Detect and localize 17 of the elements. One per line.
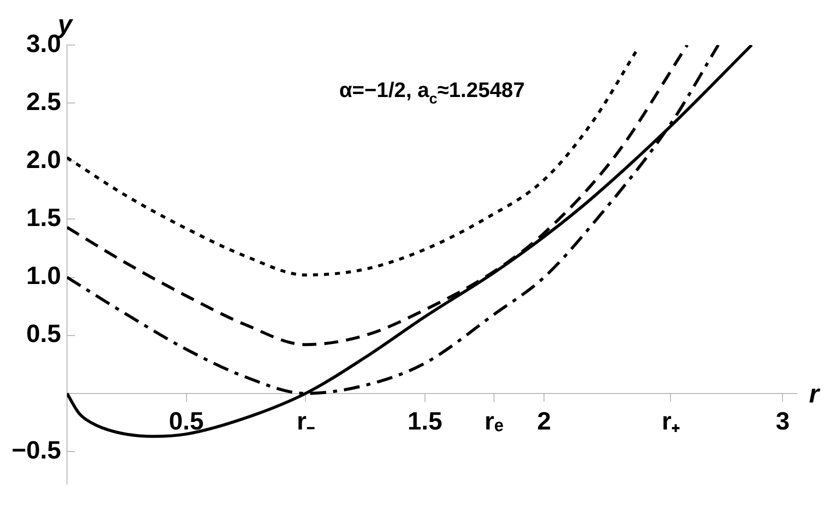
y-tick-label: 1.0 (26, 262, 61, 290)
line-series (67, 48, 639, 276)
y-tick-label: 2.5 (26, 88, 62, 116)
x-axis-title: r (809, 378, 821, 409)
x-tick-label: 3 (776, 407, 790, 436)
y-tick-label: 1.5 (26, 204, 62, 232)
x-tick-label: rₑ (484, 407, 504, 436)
x-tick-label: r₊ (662, 407, 680, 436)
x-tick-label: 1.5 (407, 407, 442, 436)
y-tick-label: 0.5 (26, 320, 62, 348)
x-tick-label: 2 (537, 407, 552, 436)
y-tick-label: −0.5 (12, 436, 62, 464)
line-series (67, 45, 754, 438)
y-tick-label: 2.0 (26, 146, 61, 174)
y-tick-label: 3.0 (26, 30, 61, 58)
x-tick-label: 0.5 (168, 407, 204, 436)
x-tick-label: r₋ (296, 407, 316, 436)
